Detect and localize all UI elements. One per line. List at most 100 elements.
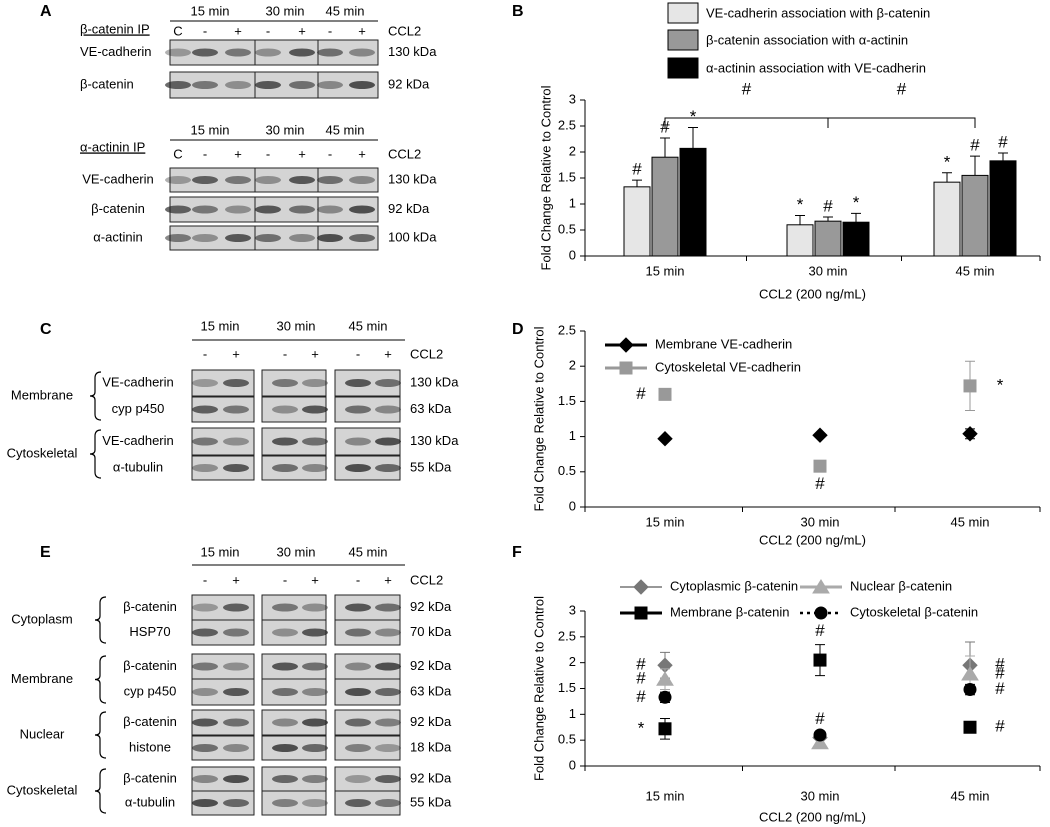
point <box>658 387 672 401</box>
band <box>165 48 191 57</box>
band <box>302 688 328 696</box>
significance: # <box>636 384 646 403</box>
row-label: VE-cadherin <box>102 433 174 448</box>
bar <box>814 220 842 257</box>
point <box>658 690 672 704</box>
lane-label: + <box>298 23 306 38</box>
band <box>345 628 371 637</box>
lane-label: + <box>234 23 242 38</box>
row-label: β-catenin <box>80 76 134 91</box>
point <box>963 379 977 393</box>
band <box>192 205 218 214</box>
band <box>317 176 343 184</box>
error-bar <box>998 152 1008 161</box>
y-tick-label: 1 <box>569 428 576 443</box>
band <box>223 628 249 637</box>
x-axis-label: CCL2 (200 ng/mL) <box>759 286 866 301</box>
band <box>192 234 218 242</box>
brace <box>94 768 107 814</box>
legend-label: Cytoplasmic β-catenin <box>670 578 798 593</box>
size-label: 55 kDa <box>410 459 452 474</box>
y-tick-label: 1.5 <box>558 169 576 184</box>
group-label: Membrane <box>11 671 73 686</box>
band <box>192 81 218 89</box>
lane-label: + <box>384 572 392 587</box>
legend-marker <box>619 361 633 375</box>
band <box>375 718 401 727</box>
legend-swatch <box>667 57 699 79</box>
size-label: 63 kDa <box>410 401 452 416</box>
band <box>302 744 328 752</box>
significance: # <box>995 664 1005 683</box>
row-label: VE-cadherin <box>82 171 154 186</box>
y-tick-label: 0 <box>569 247 576 262</box>
y-tick-label: 2 <box>569 654 576 669</box>
band <box>375 628 401 637</box>
band <box>375 775 401 783</box>
blot-box <box>334 735 401 761</box>
point <box>656 671 674 686</box>
group-label: Cytoplasm <box>11 611 72 626</box>
band <box>192 718 218 727</box>
band <box>302 662 328 671</box>
y-tick-label: 2.5 <box>558 322 576 337</box>
lane-label: + <box>232 346 240 361</box>
x-tick-label: 15 min <box>645 788 684 803</box>
band <box>192 662 218 671</box>
error-bar <box>942 172 952 183</box>
y-tick-label: 0 <box>569 757 576 772</box>
band <box>375 437 401 446</box>
band <box>192 48 218 57</box>
panel-label: D <box>512 321 524 338</box>
y-tick-label: 2 <box>569 143 576 158</box>
size-label: 92 kDa <box>410 599 452 614</box>
band <box>255 176 281 184</box>
legend-label: Membrane VE-cadherin <box>655 336 792 351</box>
y-tick-label: 2.5 <box>558 117 576 132</box>
band <box>272 603 298 612</box>
band <box>345 662 371 671</box>
band <box>289 48 315 57</box>
band <box>302 628 328 637</box>
panel-label: F <box>512 544 522 561</box>
bar <box>961 174 989 257</box>
y-tick-label: 0 <box>569 498 576 513</box>
band <box>165 176 191 184</box>
point <box>813 728 827 742</box>
legend-marker <box>633 579 649 595</box>
lane-label: - <box>266 146 270 161</box>
band <box>272 718 298 727</box>
significance: # <box>815 621 825 640</box>
band <box>289 205 315 214</box>
legend-marker <box>634 606 648 620</box>
blot-title: β-catenin IP <box>80 21 150 36</box>
point <box>963 720 977 734</box>
time-label: 15 min <box>190 122 229 137</box>
time-label: 45 min <box>348 318 387 333</box>
error-bar <box>660 137 670 158</box>
band <box>289 81 315 89</box>
band <box>375 799 401 807</box>
significance: * <box>944 152 951 171</box>
x-tick-label: 30 min <box>800 514 839 529</box>
band <box>272 688 298 696</box>
y-tick-label: 0.5 <box>558 732 576 747</box>
size-label: 92 kDa <box>388 201 430 216</box>
lane-label: - <box>328 23 332 38</box>
band <box>302 405 328 414</box>
panel-label: B <box>512 3 524 20</box>
band <box>375 688 401 696</box>
band <box>223 718 249 727</box>
band <box>302 799 328 807</box>
lane-label: C <box>173 23 182 38</box>
error-bar <box>795 214 805 225</box>
bracket <box>827 117 976 128</box>
y-tick-label: 1.5 <box>558 393 576 408</box>
band <box>375 464 401 472</box>
lane-label: + <box>358 146 366 161</box>
x-tick-label: 45 min <box>950 788 989 803</box>
row-label: α-actinin <box>93 229 142 244</box>
time-label: 15 min <box>200 544 239 559</box>
band <box>317 234 343 242</box>
band <box>349 205 375 214</box>
